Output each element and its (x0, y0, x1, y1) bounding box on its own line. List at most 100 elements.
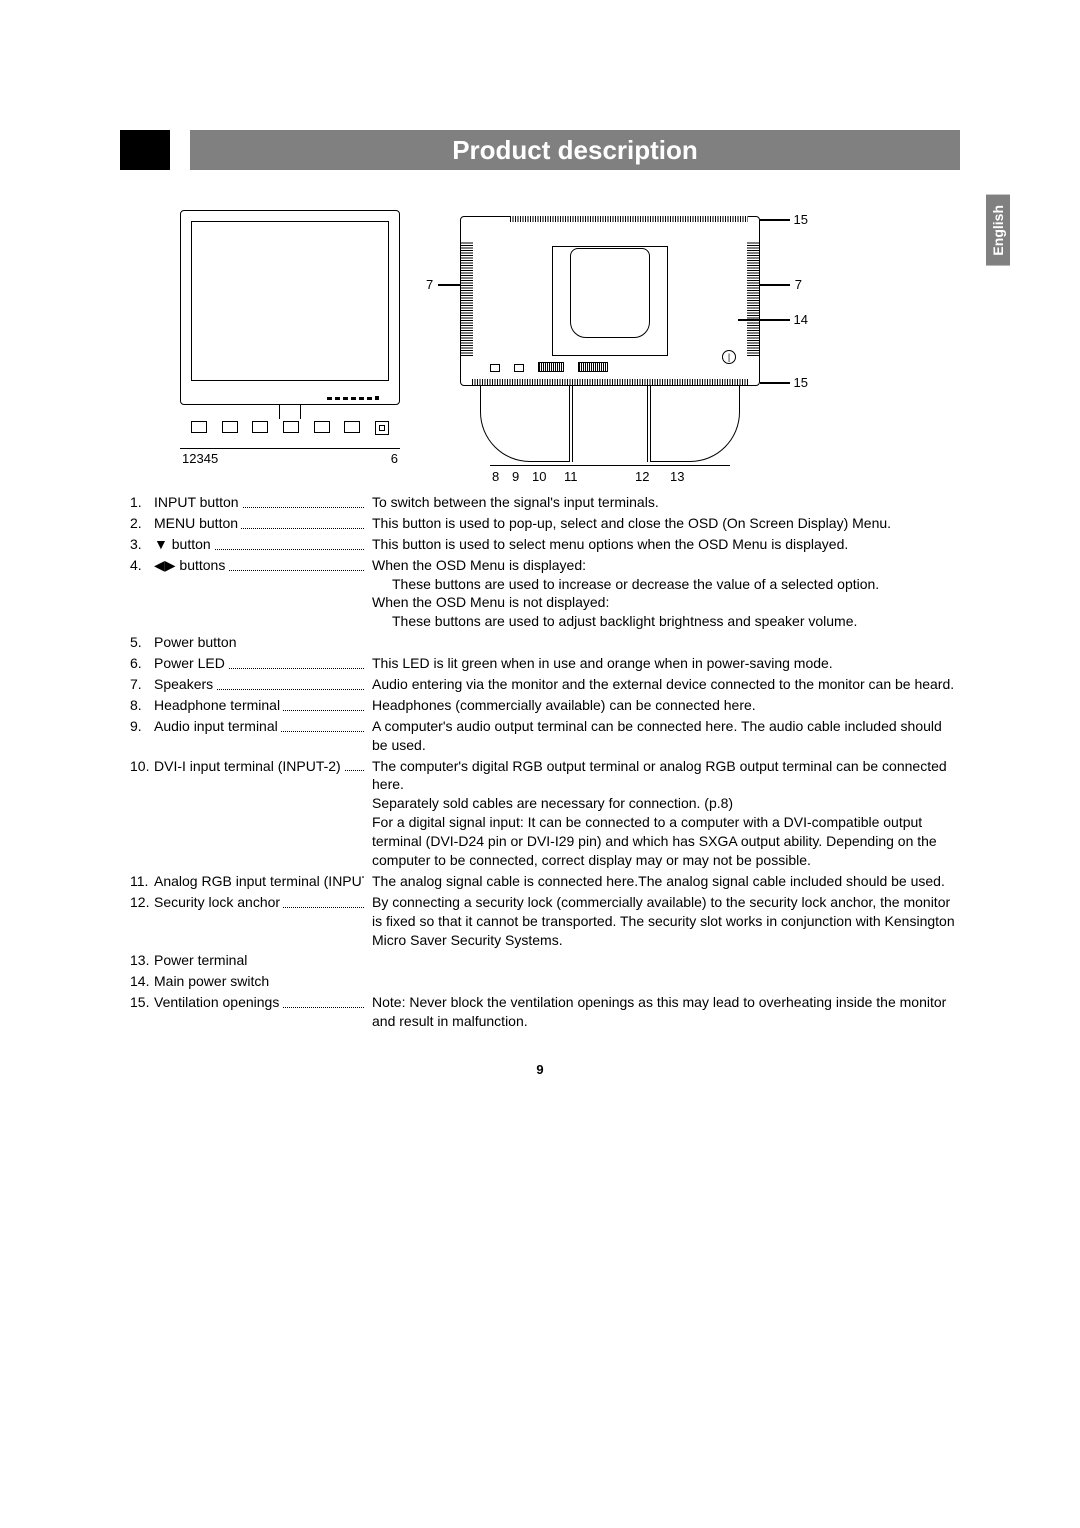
description-item: 1.INPUT buttonTo switch between the sign… (130, 492, 960, 513)
callout: 7 (795, 277, 802, 292)
monitor-stand (460, 386, 760, 466)
port-strip (490, 358, 690, 372)
item-number: 15. (130, 993, 154, 1012)
description-item: 10.DVI-I input terminal (INPUT-2)The com… (130, 756, 960, 871)
front-diagram: 1 2 3 4 5 6 (180, 210, 400, 466)
item-number: 1. (130, 493, 154, 512)
item-description: Audio entering via the monitor and the e… (364, 675, 960, 694)
description-item: 11.Analog RGB input terminal (INPUT-1)Th… (130, 871, 960, 892)
headphone-port-icon (490, 364, 500, 372)
item-description: The analog signal cable is connected her… (364, 872, 960, 891)
item-label: Main power switch (154, 972, 364, 991)
description-item: 3.▼ buttonThis button is used to select … (130, 534, 960, 555)
description-item: 7.SpeakersAudio entering via the monitor… (130, 674, 960, 695)
callout: 15 (794, 375, 808, 390)
callout: 6 (391, 451, 398, 466)
screen (191, 221, 389, 381)
base-button (283, 421, 299, 433)
item-label: INPUT button (154, 493, 364, 512)
title-bar: Product description (120, 130, 960, 170)
item-label: DVI-I input terminal (INPUT-2) (154, 757, 364, 776)
callout: 13 (670, 469, 684, 484)
monitor-rear: | (460, 216, 760, 386)
description-item: 13.Power terminal (130, 950, 960, 971)
diagram-area: 1 2 3 4 5 6 | (120, 200, 960, 484)
description-item: 5.Power button (130, 632, 960, 653)
item-description: To switch between the signal's input ter… (364, 493, 960, 512)
vent-top (510, 216, 748, 222)
base-button (344, 421, 360, 433)
base-button (222, 421, 238, 433)
callout: 8 (492, 469, 499, 484)
callout: 7 (426, 277, 433, 292)
description-item: 9.Audio input terminalA computer's audio… (130, 716, 960, 756)
title-stub (120, 130, 170, 170)
item-label: ◀▶ buttons (154, 556, 364, 575)
page-number: 9 (120, 1062, 960, 1077)
callout: 15 (794, 212, 808, 227)
item-number: 6. (130, 654, 154, 673)
item-number: 8. (130, 696, 154, 715)
item-number: 2. (130, 514, 154, 533)
item-description: Headphones (commercially available) can … (364, 696, 960, 715)
monitor-front (180, 210, 400, 405)
callout: 3 (196, 451, 203, 466)
base-button (314, 421, 330, 433)
main-power-switch-icon: | (722, 350, 736, 364)
rear-diagram: | 15 7 (460, 216, 760, 466)
monitor-base (180, 419, 400, 449)
vga-port-icon (578, 362, 608, 372)
item-description: This button is used to select menu optio… (364, 535, 960, 554)
page-title: Product description (190, 130, 960, 170)
description-item: 15.Ventilation openingsNote: Never block… (130, 992, 960, 1032)
stand-plate (570, 248, 650, 338)
item-label: Audio input terminal (154, 717, 364, 736)
manual-page: Product description English (0, 0, 1080, 1137)
vent-bottom (472, 379, 748, 385)
callout: 10 (532, 469, 546, 484)
language-tab: English (986, 195, 1010, 266)
item-label: Speakers (154, 675, 364, 694)
item-description: A computer's audio output terminal can b… (364, 717, 960, 755)
speaker-right (747, 241, 759, 356)
item-description: When the OSD Menu is displayed:These but… (364, 556, 960, 632)
item-label: Headphone terminal (154, 696, 364, 715)
callout: 4 (204, 451, 211, 466)
callout: 12 (635, 469, 649, 484)
callout: 2 (189, 451, 196, 466)
item-label: Security lock anchor (154, 893, 364, 912)
item-description: This button is used to pop-up, select an… (364, 514, 960, 533)
base-button (191, 421, 207, 433)
item-label: Power button (154, 633, 364, 652)
description-item: 2.MENU buttonThis button is used to pop-… (130, 513, 960, 534)
description-list: 1.INPUT buttonTo switch between the sign… (120, 484, 960, 1032)
item-number: 14. (130, 972, 154, 991)
item-number: 13. (130, 951, 154, 970)
item-number: 11. (130, 872, 154, 891)
callout: 9 (512, 469, 519, 484)
speaker-left (461, 241, 473, 356)
item-label: Power terminal (154, 951, 364, 970)
item-number: 7. (130, 675, 154, 694)
callout: 11 (564, 469, 578, 484)
description-item: 6.Power LEDThis LED is lit green when in… (130, 653, 960, 674)
audio-in-port-icon (514, 364, 524, 372)
item-description: By connecting a security lock (commercia… (364, 893, 960, 950)
item-label: MENU button (154, 514, 364, 533)
item-label: ▼ button (154, 535, 364, 554)
item-label: Power LED (154, 654, 364, 673)
power-button-icon (375, 421, 389, 435)
callout: 5 (211, 451, 218, 466)
bezel-buttons (327, 396, 379, 400)
item-number: 12. (130, 893, 154, 912)
item-description: The computer's digital RGB output termin… (364, 757, 960, 870)
item-label: Analog RGB input terminal (INPUT-1) (154, 872, 364, 891)
item-number: 10. (130, 757, 154, 776)
base-button (252, 421, 268, 433)
item-number: 3. (130, 535, 154, 554)
item-description: Note: Never block the ventilation openin… (364, 993, 960, 1031)
item-number: 5. (130, 633, 154, 652)
monitor-neck (279, 405, 301, 419)
dvi-port-icon (538, 362, 564, 372)
front-callouts: 1 2 3 4 5 6 (180, 449, 400, 466)
